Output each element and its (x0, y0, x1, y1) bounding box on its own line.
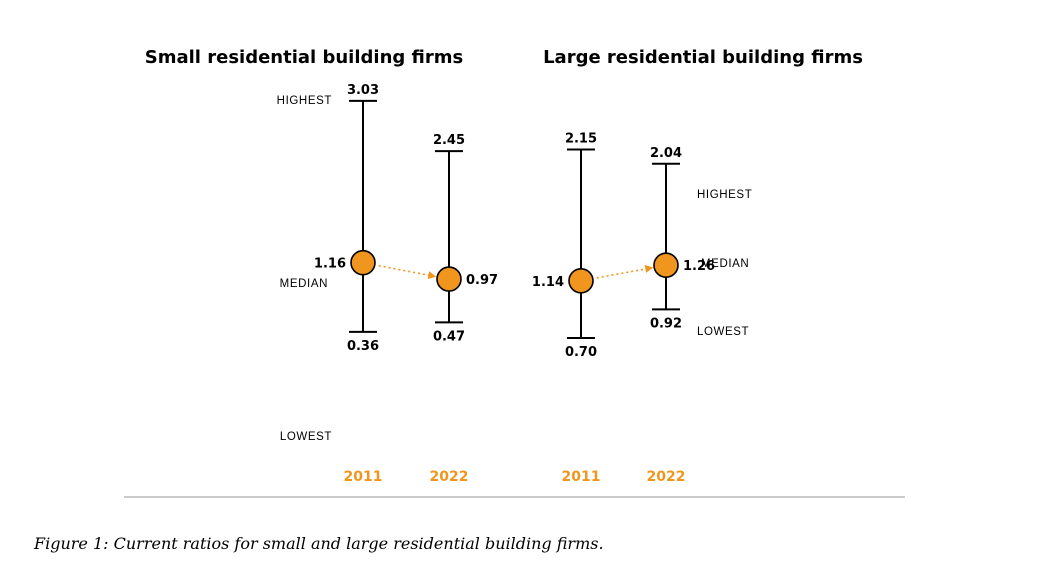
chart-title-large: Large residential building firms (543, 47, 863, 68)
median-point-small-2011 (350, 249, 376, 276)
median-point-large-2022 (653, 252, 679, 279)
year-label-small-2011: 2011 (344, 469, 383, 485)
low-label-large-2011: 0.70 (565, 345, 597, 360)
side-label-high-small: HIGHEST (277, 95, 332, 107)
median-point-large-2011 (568, 267, 594, 294)
low-label-small-2011: 0.36 (347, 339, 379, 354)
side-label-median-large: MEDIAN (701, 258, 749, 270)
high-label-large-2022: 2.04 (650, 146, 682, 161)
median-label-large-2022: 1.26 (683, 259, 715, 274)
side-label-median-small: MEDIAN (280, 278, 328, 290)
year-label-large-2022: 2022 (647, 469, 686, 485)
high-label-small-2011: 3.03 (347, 83, 379, 98)
median-trend-arrow-small (378, 264, 437, 280)
high-label-small-2022: 2.45 (433, 133, 465, 148)
median-point-small-2022 (436, 266, 462, 292)
low-label-large-2022: 0.92 (650, 316, 682, 331)
chart-title-small: Small residential building firms (145, 47, 463, 68)
figure-caption: Figure 1: Current ratios for small and l… (33, 534, 604, 553)
median-trend-arrow-large (596, 265, 654, 279)
median-label-large-2011: 1.14 (532, 275, 564, 290)
high-label-large-2011: 2.15 (565, 132, 597, 147)
median-label-small-2011: 1.16 (314, 257, 346, 272)
year-label-large-2011: 2011 (562, 469, 601, 485)
median-label-small-2022: 0.97 (466, 273, 498, 288)
side-label-high-large: HIGHEST (697, 189, 752, 201)
low-label-small-2022: 0.47 (433, 329, 465, 344)
year-label-small-2022: 2022 (430, 469, 469, 485)
side-label-low-large: LOWEST (697, 326, 749, 338)
side-label-low-small: LOWEST (280, 431, 332, 443)
